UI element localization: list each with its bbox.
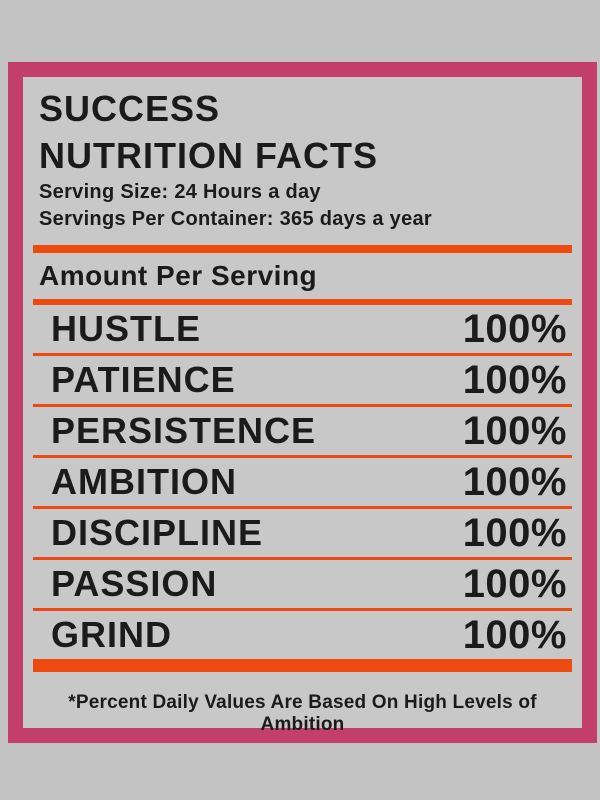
nutrient-label: HUSTLE bbox=[51, 308, 201, 349]
nutrient-value: 100% bbox=[462, 357, 567, 402]
nutrient-rows: HUSTLE 100% PATIENCE 100% PERSISTENCE 10… bbox=[33, 305, 572, 659]
row-separator bbox=[33, 608, 572, 611]
nutrient-row: PASSION 100% bbox=[33, 560, 572, 608]
nutrient-value: 100% bbox=[462, 459, 567, 504]
amount-per-serving-heading: Amount Per Serving bbox=[39, 260, 318, 291]
row-separator bbox=[33, 557, 572, 560]
nutrient-row: PATIENCE 100% bbox=[33, 356, 572, 404]
row-separator bbox=[33, 455, 572, 458]
divider-under-heading bbox=[33, 299, 572, 305]
title-line-1: SUCCESS bbox=[39, 88, 221, 129]
servings-per-container-text: Servings Per Container: 365 days a year bbox=[39, 208, 432, 230]
row-separator bbox=[33, 353, 572, 356]
nutrient-row: GRIND 100% bbox=[33, 611, 572, 659]
footnote-text: *Percent Daily Values Are Based On High … bbox=[68, 692, 537, 735]
nutrient-row: PERSISTENCE 100% bbox=[33, 407, 572, 455]
serving-size-text: Serving Size: 24 Hours a day bbox=[39, 181, 321, 203]
nutrient-row: HUSTLE 100% bbox=[33, 305, 572, 353]
nutrient-label: DISCIPLINE bbox=[51, 512, 264, 553]
title-line-2: NUTRITION FACTS bbox=[39, 135, 378, 176]
nutrient-value: 100% bbox=[462, 306, 567, 351]
row-separator bbox=[33, 404, 572, 407]
nutrient-label: PATIENCE bbox=[51, 359, 236, 400]
divider-top bbox=[33, 245, 572, 253]
pink-frame: SUCCESS NUTRITION FACTS Serving Size: 24… bbox=[8, 62, 597, 743]
label-panel: SUCCESS NUTRITION FACTS Serving Size: 24… bbox=[23, 77, 582, 735]
nutrient-value: 100% bbox=[462, 612, 567, 657]
row-separator bbox=[33, 506, 572, 509]
nutrient-value: 100% bbox=[462, 561, 567, 606]
nutrient-label: AMBITION bbox=[51, 461, 237, 502]
nutrient-row: DISCIPLINE 100% bbox=[33, 509, 572, 557]
nutrient-value: 100% bbox=[462, 510, 567, 555]
nutrient-row: AMBITION 100% bbox=[33, 458, 572, 506]
nutrient-label: PASSION bbox=[51, 563, 218, 604]
nutrient-label: PERSISTENCE bbox=[51, 410, 317, 451]
nutrient-value: 100% bbox=[462, 408, 567, 453]
divider-bottom bbox=[33, 659, 572, 672]
nutrient-label: GRIND bbox=[51, 614, 172, 655]
